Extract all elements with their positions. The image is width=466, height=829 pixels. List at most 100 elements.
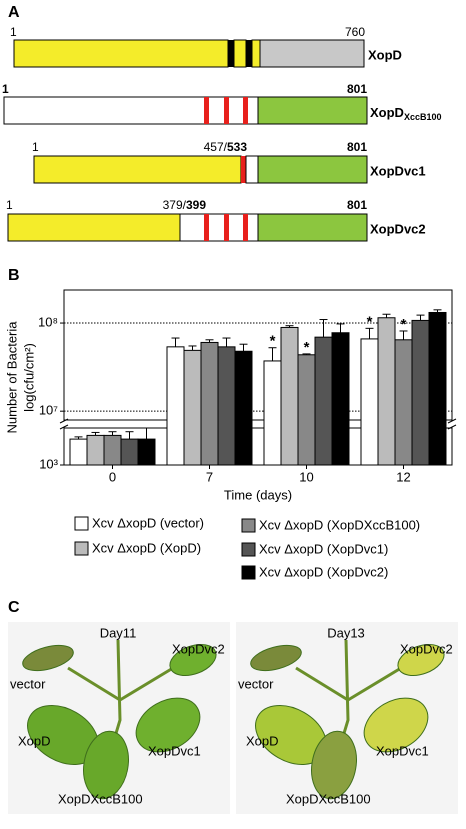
legend-label: Xcv ΔxopD (XopD) [92, 540, 201, 555]
x-axis-label: Time (days) [224, 487, 292, 502]
leaf-label: XopD [18, 733, 51, 748]
bar [411, 319, 430, 466]
legend-swatch [241, 565, 256, 580]
domain [257, 96, 368, 125]
start-label: 1 [10, 25, 17, 39]
y-tick-label: 10³ [39, 456, 58, 471]
construct-name: XopDvc1 [370, 163, 426, 178]
break-mark [447, 424, 457, 430]
axis-break [60, 421, 456, 427]
break-mark [59, 418, 69, 424]
end-label: 801 [347, 198, 367, 212]
panel-label: B [8, 267, 20, 284]
domain [257, 213, 368, 242]
domain [245, 155, 259, 184]
bar [297, 354, 316, 466]
bar [234, 350, 253, 466]
day-label: Day11 [100, 625, 137, 640]
leaflet [250, 644, 302, 672]
break-mark [447, 418, 457, 424]
y-axis-label: Number of Bacteria [4, 321, 19, 434]
leaf-label: vector [238, 676, 274, 691]
leaf-label: XopDvc2 [400, 641, 453, 656]
x-tick-label: 10 [299, 469, 313, 484]
name-sub: XccB100 [404, 112, 442, 122]
construct-name: XopDXccB100 [370, 105, 441, 122]
bar [377, 317, 396, 466]
junction-bold: 399 [186, 198, 206, 212]
domain [13, 39, 229, 68]
junction: 457/ [204, 140, 228, 154]
domain [7, 213, 181, 242]
bar [137, 438, 156, 466]
motif [204, 214, 209, 241]
domain [233, 39, 247, 68]
legend-label: Xcv ΔxopD (vector) [92, 515, 204, 530]
x-tick-label: 7 [206, 469, 213, 484]
domain [33, 155, 242, 184]
significance: * [270, 333, 276, 350]
motif [224, 214, 229, 241]
legend-swatch [74, 516, 89, 531]
construct-name: XopDvc2 [370, 221, 426, 236]
motif [243, 97, 248, 124]
y-axis-label: log(cfu/cm²) [21, 343, 36, 412]
bar [263, 360, 282, 466]
end-label: 801 [347, 82, 367, 96]
domain [3, 96, 259, 125]
bar [280, 326, 299, 466]
significance: * [304, 339, 310, 356]
bar [69, 438, 88, 466]
construct: 1 457/533 801 XopDvc1 [32, 140, 426, 184]
bar-chart: 10³ 10⁷ 10⁸ Number of Bacteria log(cfu/cm²) T… [4, 289, 457, 580]
bar [120, 438, 139, 466]
domain [259, 39, 365, 68]
bar [103, 434, 122, 466]
motif [246, 40, 252, 67]
significance: * [367, 313, 373, 330]
leaflet [363, 697, 429, 753]
junction-label: 379/399 [163, 198, 207, 212]
leaf-label: XopDXccB100 [286, 791, 371, 806]
leaflet [83, 730, 129, 800]
bar [360, 338, 379, 466]
bar [331, 332, 350, 466]
junction-label: 457/533 [204, 140, 248, 154]
panel-label: A [8, 4, 20, 21]
domain [251, 39, 261, 68]
break-mark [59, 424, 69, 430]
motif [228, 40, 234, 67]
y-tick-label: 10⁷ [39, 403, 58, 418]
panel-label: C [8, 599, 20, 616]
motif [204, 97, 209, 124]
construct: 1 379/399 801 XopDvc2 [6, 198, 426, 242]
bar [217, 346, 236, 466]
legend-swatch [241, 518, 256, 533]
day-label: Day13 [327, 625, 365, 640]
plot-frame [63, 289, 453, 466]
leaf-label: vector [10, 676, 46, 691]
construct: 1 801 XopDXccB100 [2, 82, 441, 125]
junction-bold: 533 [227, 140, 247, 154]
motif [224, 97, 229, 124]
leaf-label: XopDvc1 [148, 743, 201, 758]
bar [314, 336, 333, 466]
leaflet [22, 644, 74, 672]
motif [243, 214, 248, 241]
junction: 379/ [163, 198, 187, 212]
motif [241, 156, 246, 183]
bar [200, 341, 219, 466]
photos: Day11 vector XopDvc2 XopD XopDvc1 XopDXccB100… [8, 622, 458, 814]
legend-label: Xcv ΔxopD (XopDXccB100) [259, 517, 420, 532]
leaflet [135, 697, 201, 753]
start-label: 1 [32, 140, 39, 154]
leaflet [311, 730, 357, 800]
x-tick-label: 0 [109, 469, 116, 484]
name: XopD [370, 105, 404, 120]
bar [183, 349, 202, 466]
leaf-label: XopDvc1 [376, 743, 429, 758]
leaf-label: XopD [246, 733, 279, 748]
y-tick-label: 10⁸ [38, 314, 58, 329]
